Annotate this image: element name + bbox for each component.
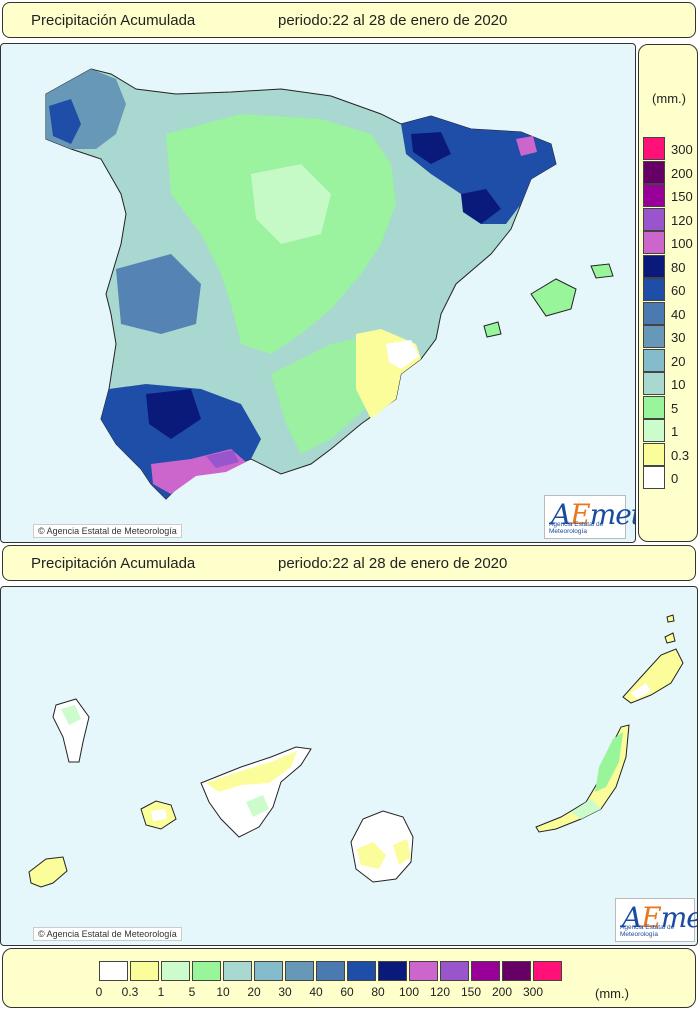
bottom-header: Precipitación Acumulada periodo:22 al 28… <box>2 545 696 581</box>
top-map-title: Precipitación Acumulada <box>31 12 196 29</box>
legend-swatch-30 <box>643 325 665 348</box>
horizontal-legend: 0 0.3 1 5 10 20 30 40 60 80 100 120 150 200 300 (mm.) <box>2 948 696 1008</box>
light-green-patch <box>251 164 331 244</box>
legend-swatch-60 <box>643 278 665 301</box>
alegranza-island <box>666 614 675 623</box>
copyright-credit: © Agencia Estatal de Meteorología <box>33 524 182 538</box>
h-legend-label-80: 80 <box>371 985 385 999</box>
h-legend-label-120: 120 <box>429 985 451 999</box>
peninsula-map: © Agencia Estatal de Meteorología AEmet … <box>0 43 636 543</box>
h-legend-swatch-200 <box>502 961 531 981</box>
h-legend-label-150: 150 <box>460 985 482 999</box>
la-palma-island <box>52 698 90 763</box>
h-legend-label-30: 30 <box>278 985 292 999</box>
legend-swatch-300 <box>643 137 665 160</box>
h-legend-swatch-300 <box>533 961 562 981</box>
top-header: Precipitación Acumulada periodo:22 al 28… <box>2 2 696 38</box>
aemet-logo: AEmet Agencia Estatal de Meteorología <box>544 495 635 539</box>
h-legend-label-5: 5 <box>188 985 196 999</box>
canary-islands-map: © Agencia Estatal de Meteorología AEmet … <box>0 586 698 946</box>
h-legend-swatch-0.3 <box>130 961 159 981</box>
la-graciosa-island <box>664 632 676 644</box>
h-legend-swatch-40 <box>316 961 345 981</box>
southeast-white-zone <box>386 340 419 369</box>
legend-label-200: 200 <box>671 165 693 181</box>
legend-label-0.3: 0.3 <box>671 447 690 463</box>
tenerife-island <box>200 746 312 838</box>
legend-label-100: 100 <box>671 236 693 251</box>
h-legend-swatch-30 <box>285 961 314 981</box>
h-legend-label-100: 100 <box>398 985 420 999</box>
h-legend-label-200: 200 <box>491 985 513 999</box>
h-legend-label-300: 300 <box>522 985 544 999</box>
top-map-period: periodo:22 al 28 de enero de 2020 <box>278 12 508 29</box>
h-legend-label-40: 40 <box>309 985 323 999</box>
bottom-map-period: periodo:22 al 28 de enero de 2020 <box>278 555 508 572</box>
horizontal-legend-units: (mm.) <box>595 986 629 1001</box>
legend-swatch-0.3 <box>643 442 665 466</box>
h-legend-swatch-0 <box>99 961 128 981</box>
legend-label-60: 60 <box>671 283 686 298</box>
h-legend-label-0.3: 0.3 <box>121 985 139 999</box>
h-legend-swatch-150 <box>471 961 500 981</box>
h-legend-swatch-5 <box>192 961 221 981</box>
legend-swatch-100 <box>643 231 665 254</box>
bottom-map-title: Precipitación Acumulada <box>31 555 196 572</box>
h-legend-label-60: 60 <box>340 985 354 999</box>
legend-swatch-150 <box>643 184 665 207</box>
legend-label-5: 5 <box>671 400 679 416</box>
h-legend-label-20: 20 <box>247 985 261 999</box>
legend-swatch-40 <box>643 301 665 325</box>
catalonia-dark-zone-2 <box>461 189 501 224</box>
el-hierro-island <box>28 856 68 888</box>
legend-label-10: 10 <box>671 377 686 392</box>
legend-label-150: 150 <box>671 189 693 204</box>
legend-label-300: 300 <box>671 142 693 157</box>
legend-swatch-120 <box>643 207 665 231</box>
menorca-island <box>590 263 614 279</box>
h-legend-swatch-120 <box>440 961 469 981</box>
mallorca-island <box>530 278 577 317</box>
legend-label-120: 120 <box>671 212 693 228</box>
h-legend-swatch-80 <box>378 961 407 981</box>
h-legend-swatch-10 <box>223 961 252 981</box>
legend-swatch-80 <box>643 254 665 278</box>
h-legend-swatch-1 <box>161 961 190 981</box>
galicia-dark-zone <box>49 99 81 144</box>
h-legend-label-0: 0 <box>95 985 103 999</box>
lanzarote-island <box>622 648 684 704</box>
catalonia-dark-zone <box>411 132 451 164</box>
canary-copyright-credit: © Agencia Estatal de Meteorología <box>33 927 182 941</box>
h-legend-swatch-20 <box>254 961 283 981</box>
legend-swatch-10 <box>643 372 665 395</box>
legend-units: (mm.) <box>652 91 686 106</box>
legend-swatch-5 <box>643 395 665 419</box>
andalusia-dark-zone <box>146 389 201 439</box>
legend-label-0: 0 <box>671 471 679 486</box>
legend-swatch-1 <box>643 419 665 442</box>
legend-label-40: 40 <box>671 306 686 322</box>
h-legend-swatch-100 <box>409 961 438 981</box>
h-legend-swatch-60 <box>347 961 376 981</box>
vertical-legend: (mm.) 300 200 150 120 100 80 60 40 30 20 10 5 1 0.3 0 <box>638 44 698 542</box>
andalusia-deep-purple <box>206 450 239 468</box>
legend-swatch-0 <box>643 466 665 489</box>
extremadura-blue-zone <box>116 254 201 334</box>
ibiza-island <box>483 321 502 338</box>
h-legend-label-10: 10 <box>216 985 230 999</box>
h-legend-label-1: 1 <box>157 985 165 999</box>
legend-label-20: 20 <box>671 353 686 369</box>
canary-aemet-logo: AEmet Agencia Estatal de Meteorología <box>615 898 697 942</box>
catalonia-purple-spot <box>516 136 537 156</box>
andalusia-blue-zone <box>101 384 261 499</box>
legend-label-80: 80 <box>671 259 686 275</box>
legend-label-1: 1 <box>671 424 679 439</box>
legend-swatch-20 <box>643 348 665 372</box>
legend-swatch-200 <box>643 160 665 184</box>
legend-label-30: 30 <box>671 330 686 345</box>
